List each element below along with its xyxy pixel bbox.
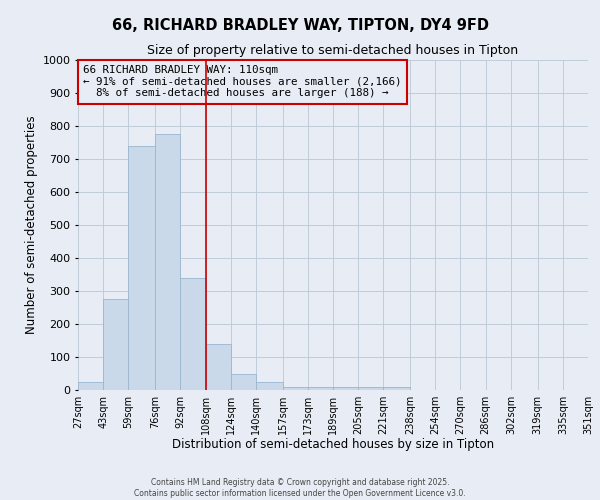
- Bar: [256, 382, 283, 390]
- Title: Size of property relative to semi-detached houses in Tipton: Size of property relative to semi-detach…: [148, 44, 518, 58]
- Bar: [358, 386, 383, 390]
- Bar: [103, 299, 128, 390]
- Bar: [205, 344, 230, 390]
- Bar: [128, 146, 155, 390]
- Text: Contains HM Land Registry data © Crown copyright and database right 2025.
Contai: Contains HM Land Registry data © Crown c…: [134, 478, 466, 498]
- Bar: [283, 386, 308, 390]
- Bar: [230, 374, 256, 390]
- Bar: [333, 386, 358, 390]
- X-axis label: Distribution of semi-detached houses by size in Tipton: Distribution of semi-detached houses by …: [172, 438, 494, 452]
- Bar: [155, 134, 181, 390]
- Y-axis label: Number of semi-detached properties: Number of semi-detached properties: [25, 116, 38, 334]
- Bar: [78, 382, 103, 390]
- Bar: [181, 278, 205, 390]
- Text: 66 RICHARD BRADLEY WAY: 110sqm
← 91% of semi-detached houses are smaller (2,166): 66 RICHARD BRADLEY WAY: 110sqm ← 91% of …: [83, 65, 401, 98]
- Bar: [308, 386, 333, 390]
- Bar: [383, 386, 410, 390]
- Text: 66, RICHARD BRADLEY WAY, TIPTON, DY4 9FD: 66, RICHARD BRADLEY WAY, TIPTON, DY4 9FD: [112, 18, 488, 32]
